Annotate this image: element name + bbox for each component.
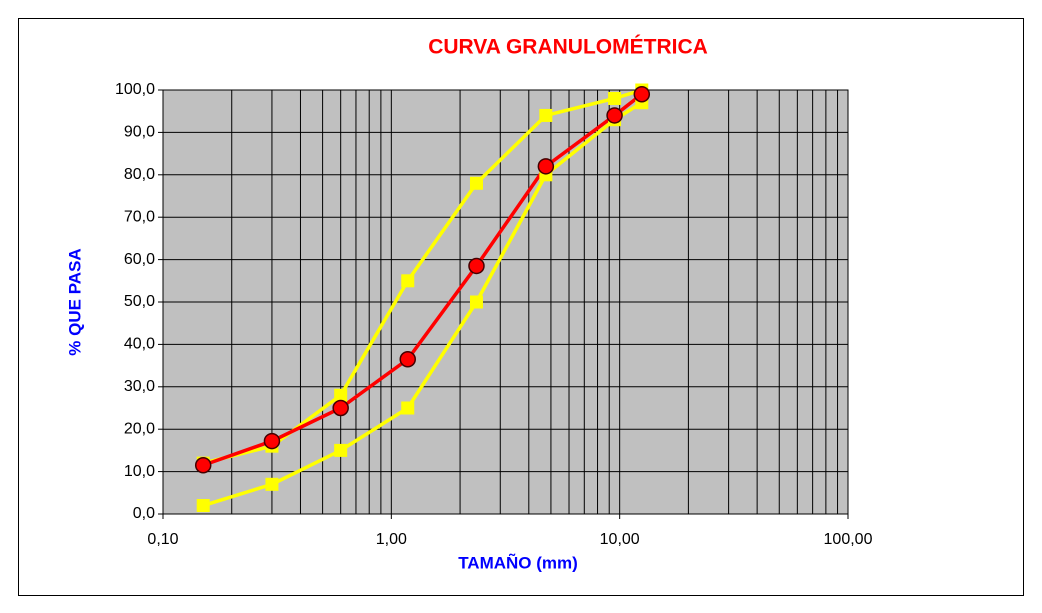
- plot-border: [162, 89, 849, 515]
- y-tick-label: 30,0: [124, 378, 155, 395]
- data-point: [194, 456, 212, 474]
- data-point: [401, 401, 415, 415]
- y-tick-label: 70,0: [124, 208, 155, 225]
- data-point: [332, 399, 349, 417]
- y-tick-label: 100,0: [115, 81, 155, 98]
- series-line: [202, 92, 643, 467]
- data-point: [468, 257, 485, 275]
- y-tick-label: 80,0: [124, 166, 155, 183]
- x-tick-label: 0,10: [147, 531, 178, 548]
- y-axis-label: % QUE PASA: [65, 248, 84, 355]
- data-point: [606, 107, 623, 124]
- data-point: [399, 350, 416, 368]
- y-tick-label: 50,0: [124, 293, 155, 310]
- data-point: [469, 295, 483, 309]
- y-tick-label: 20,0: [124, 420, 155, 437]
- series-line: [202, 88, 643, 465]
- y-tick-label: 90,0: [124, 124, 155, 141]
- x-tick-label: 100,00: [824, 531, 873, 548]
- x-tick-label: 10,00: [600, 531, 640, 548]
- data-point: [608, 91, 622, 105]
- y-tick-label: 60,0: [124, 251, 155, 268]
- chart-title: CURVA GRANULOMÉTRICA: [428, 36, 708, 59]
- y-tick-label: 40,0: [124, 336, 155, 353]
- data-point: [401, 274, 415, 288]
- data-point: [633, 85, 651, 103]
- data-point: [263, 432, 281, 450]
- data-point: [539, 108, 553, 122]
- data-point: [334, 443, 348, 457]
- data-point: [196, 499, 210, 513]
- x-tick-label: 1,00: [376, 531, 407, 548]
- y-tick-label: 0,0: [133, 505, 155, 522]
- data-point: [537, 158, 555, 175]
- x-axis-label: TAMAÑO (mm): [458, 552, 578, 572]
- data-point: [334, 388, 348, 402]
- y-tick-label: 10,0: [124, 463, 155, 480]
- data-point: [265, 477, 279, 491]
- data-point: [469, 176, 483, 190]
- series-line: [202, 101, 643, 508]
